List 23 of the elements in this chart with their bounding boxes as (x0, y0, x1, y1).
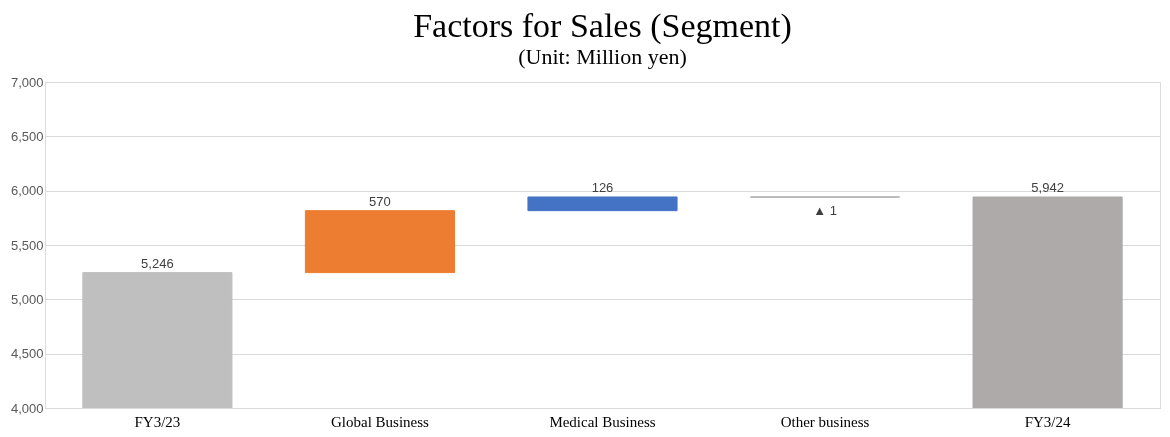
y-tick-label: 5,500 (10, 237, 44, 253)
chart-subtitle: (Unit: Million yen) (518, 44, 687, 69)
y-tick-label: 6,000 (10, 183, 44, 199)
y-tick-label: 6,500 (10, 128, 44, 144)
y-tick-label: 4,500 (10, 346, 44, 362)
y-tick-label: 4,000 (10, 400, 44, 416)
bar (82, 272, 233, 408)
bar (527, 196, 678, 212)
x-tick-label: FY3/24 (1024, 413, 1072, 430)
x-tick-label: Medical Business (549, 413, 656, 430)
chart-title: Factors for Sales (Segment) (413, 7, 792, 45)
x-tick-label: Other business (780, 413, 870, 430)
data-label: ▲ 1 (813, 203, 837, 219)
data-label: 5,942 (1031, 179, 1064, 195)
bar (304, 210, 455, 274)
data-label: 126 (591, 179, 614, 195)
bar (972, 196, 1123, 408)
data-label: 570 (369, 193, 391, 209)
x-tick-label: FY3/23 (134, 413, 181, 430)
y-tick-label: 5,000 (10, 291, 44, 307)
y-tick-label: 7,000 (10, 74, 44, 90)
data-label: 5,246 (141, 255, 174, 271)
x-tick-label: Global Business (330, 413, 430, 430)
